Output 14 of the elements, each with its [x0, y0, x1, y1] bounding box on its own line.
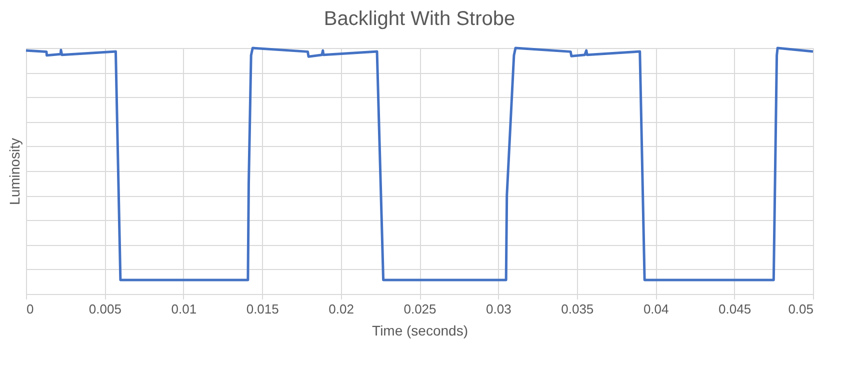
x-tick-label: 0.05 — [788, 302, 814, 316]
x-tick-label: 0.04 — [643, 302, 669, 316]
x-tick-label: 0.01 — [171, 302, 197, 316]
x-tick-label: 0 — [26, 302, 34, 316]
x-tick-label: 0.035 — [561, 302, 594, 316]
chart-title: Backlight With Strobe — [324, 8, 516, 30]
x-tick-label: 0.045 — [718, 302, 752, 316]
x-axis-title: Time (seconds) — [372, 322, 468, 338]
x-tick-label: 0.015 — [246, 302, 279, 316]
x-tick-label: 0.03 — [486, 302, 512, 316]
y-axis-title: Luminosity — [6, 138, 22, 205]
x-tick-label: 0.02 — [328, 302, 354, 316]
x-tick-label: 0.025 — [404, 302, 436, 316]
x-tick-label: 0.005 — [88, 302, 122, 316]
